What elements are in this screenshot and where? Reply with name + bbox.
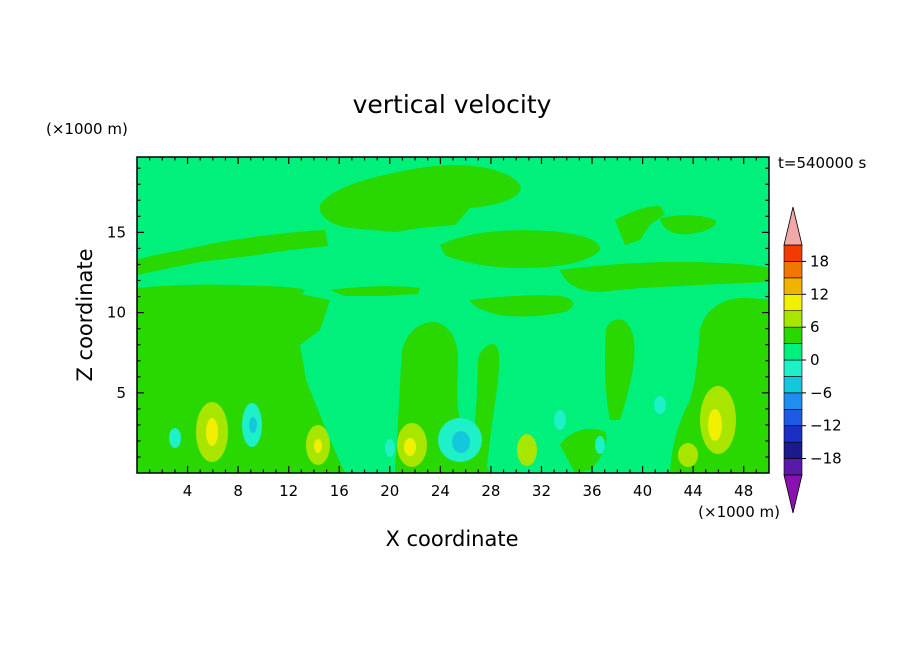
colorbar-tick-label: −12 xyxy=(810,417,842,435)
x-tick-label: 28 xyxy=(481,482,500,500)
field-contour-6-9 xyxy=(206,409,722,456)
x-tick-label: 36 xyxy=(582,482,601,500)
colorbar-tick-label: 12 xyxy=(810,285,829,303)
x-tick-label: 40 xyxy=(633,482,652,500)
x-tick-label: 12 xyxy=(279,482,298,500)
colorbar-extend-high xyxy=(783,206,803,246)
x-tick-label: 44 xyxy=(684,482,703,500)
colorbar-band xyxy=(783,458,803,476)
y-axis-label: Z coordinate xyxy=(73,248,97,381)
colorbar-band xyxy=(783,277,803,295)
colorbar-band xyxy=(783,376,803,394)
colorbar-band xyxy=(783,359,803,377)
x-unit-label: (×1000 m) xyxy=(698,503,780,521)
colorbar-band xyxy=(783,293,803,312)
colorbar-band xyxy=(783,408,803,427)
colorbar-tick-label: 18 xyxy=(810,252,829,270)
x-tick-label: 8 xyxy=(233,482,243,500)
plot-frame xyxy=(136,156,770,474)
y-tick-label: 15 xyxy=(107,223,126,241)
x-axis-label: X coordinate xyxy=(385,527,518,551)
x-tick-label: 20 xyxy=(380,482,399,500)
colorbar xyxy=(783,206,803,514)
colorbar-band xyxy=(783,425,803,443)
y-tick-label: 10 xyxy=(107,304,126,322)
x-tick-label: 48 xyxy=(734,482,753,500)
colorbar-band xyxy=(783,244,803,262)
y-unit-label: (×1000 m) xyxy=(46,120,128,138)
plot-area xyxy=(137,157,769,473)
colorbar-extend-low xyxy=(783,474,803,514)
x-tick-label: 32 xyxy=(532,482,551,500)
colorbar-band xyxy=(783,261,803,279)
colorbar-band xyxy=(783,392,803,410)
colorbar-band xyxy=(783,326,803,344)
x-tick-label: 24 xyxy=(431,482,450,500)
colorbar-tick-label: 0 xyxy=(810,351,820,369)
colorbar-band xyxy=(783,310,803,328)
time-label: t=540000 s xyxy=(778,154,866,172)
colorbar-band xyxy=(783,343,803,361)
x-tick-label: 16 xyxy=(330,482,349,500)
colorbar-tick-label: −18 xyxy=(810,450,842,468)
x-tick-label: 4 xyxy=(183,482,193,500)
y-tick-label: 5 xyxy=(116,384,126,402)
colorbar-tick-label: −6 xyxy=(810,384,832,402)
colorbar-tick-label: 6 xyxy=(810,318,820,336)
field-contour-neg6-neg3 xyxy=(249,417,470,453)
field-contour-0-3 xyxy=(137,165,769,473)
colorbar-band xyxy=(783,441,803,459)
chart-title: vertical velocity xyxy=(353,90,552,119)
